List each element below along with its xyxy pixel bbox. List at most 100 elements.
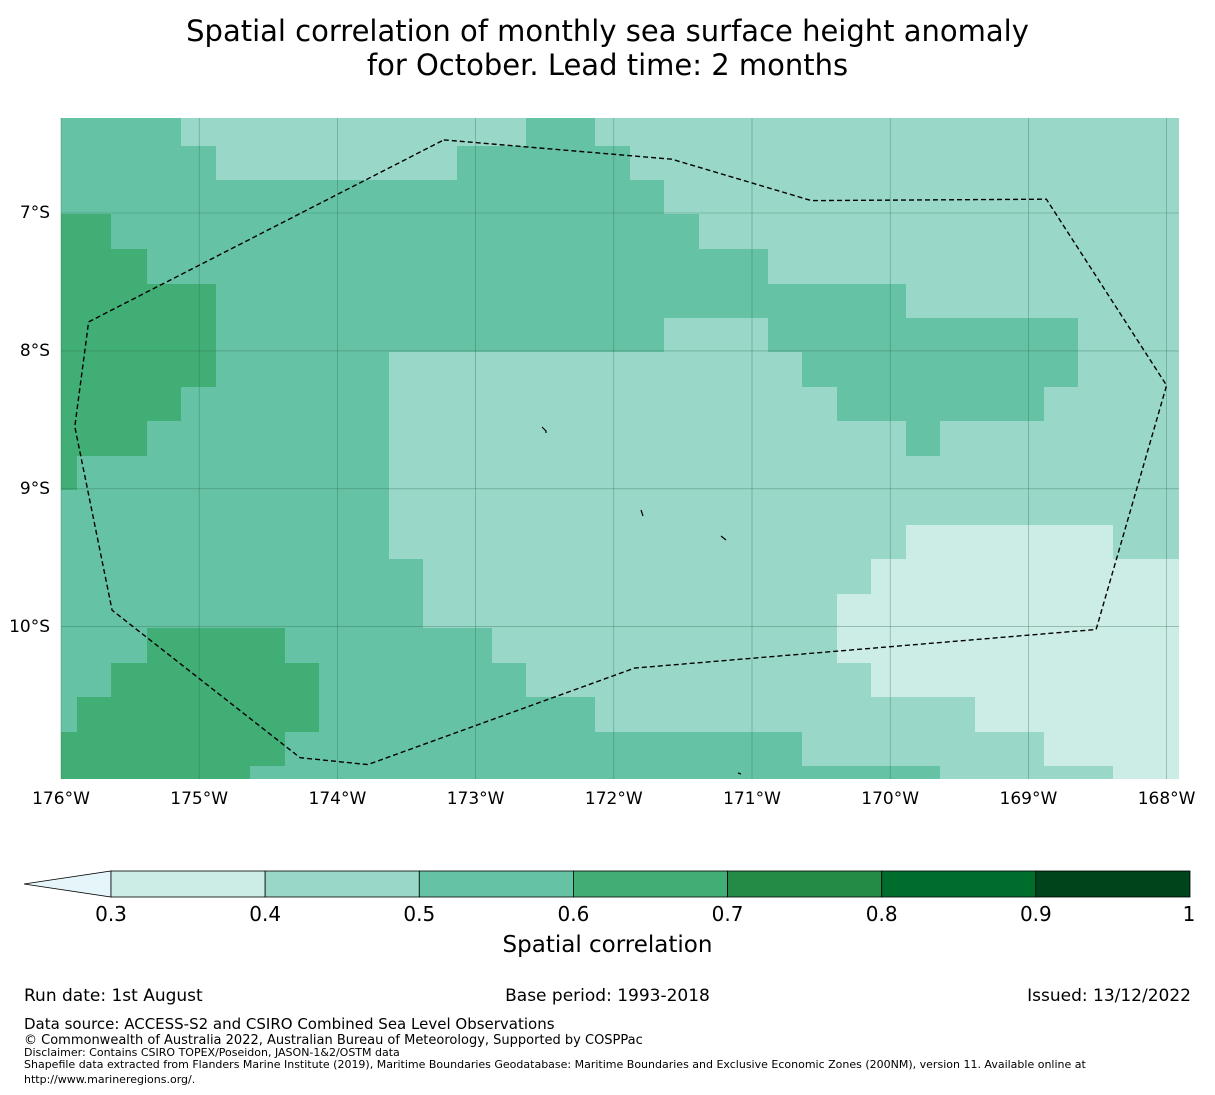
correlation-cell <box>61 456 77 490</box>
correlation-cell <box>389 421 906 456</box>
correlation-cell <box>492 628 837 663</box>
correlation-cell <box>1078 318 1179 352</box>
correlation-cell <box>940 421 1179 456</box>
correlation-cell <box>181 118 526 146</box>
correlation-cell <box>147 628 285 663</box>
correlation-cell <box>940 766 1113 779</box>
y-tick-label: 10°S <box>9 616 50 637</box>
colorbar-tick-label: 0.6 <box>557 902 590 926</box>
correlation-cell <box>61 146 216 180</box>
correlation-cell <box>1044 732 1179 766</box>
colorbar-tick-label: 0.8 <box>865 902 898 926</box>
correlation-cell <box>389 456 1179 490</box>
correlation-cell <box>147 249 768 284</box>
correlation-cell <box>423 594 837 628</box>
correlation-cell <box>1113 766 1179 779</box>
correlation-cell <box>216 318 664 352</box>
data-source: Data source: ACCESS-S2 and CSIRO Combine… <box>24 1015 555 1033</box>
x-tick-label: 174°W <box>308 789 367 809</box>
correlation-cell <box>389 387 837 421</box>
correlation-cell <box>389 352 802 387</box>
colorbar-tick-label: 0.7 <box>711 902 744 926</box>
correlation-cell <box>699 214 1179 249</box>
correlation-cell <box>837 387 1044 421</box>
correlation-cell <box>906 421 940 456</box>
map-title: Spatial correlation of monthly sea surfa… <box>0 14 1215 82</box>
correlation-cell <box>389 490 1179 525</box>
correlation-cell <box>595 697 975 732</box>
correlation-cell <box>526 663 871 697</box>
x-tick-label: 172°W <box>584 789 643 809</box>
eez-boundary-line <box>74 139 1168 766</box>
correlation-cell <box>457 146 630 180</box>
island-outline <box>737 772 742 775</box>
colorbar-tick-label: 1 <box>1182 902 1196 926</box>
correlation-cell <box>423 559 871 594</box>
x-tick-label: 171°W <box>723 789 781 809</box>
correlation-cell <box>61 180 664 214</box>
correlation-cell <box>61 456 389 490</box>
shapefile-credit: Shapefile data extracted from Flanders M… <box>24 1058 1086 1071</box>
correlation-cell <box>61 766 250 779</box>
correlation-cell <box>768 318 1078 352</box>
correlation-cell <box>61 732 285 766</box>
marineregions-url: http://www.marineregions.org/. <box>24 1073 196 1086</box>
correlation-cell <box>1078 352 1179 387</box>
correlation-cell <box>630 146 1179 180</box>
correlation-cell <box>250 766 940 779</box>
x-tick-label: 168°W <box>1137 789 1196 809</box>
correlation-cell <box>111 663 319 697</box>
disclaimer: Disclaimer: Contains CSIRO TOPEX/Poseido… <box>24 1046 400 1059</box>
correlation-cell <box>216 284 906 318</box>
issued-date: Issued: 13/12/2022 <box>1027 986 1191 1006</box>
correlation-cell <box>61 421 147 456</box>
correlation-cell <box>61 284 216 318</box>
colorbar-tick-label: 0.3 <box>95 902 127 926</box>
map-gridlines <box>60 118 1179 779</box>
correlation-cell <box>906 525 1113 559</box>
correlation-cell <box>61 318 216 352</box>
x-tick-label: 176°W <box>32 789 90 809</box>
correlation-cell <box>61 387 181 421</box>
correlation-cell <box>61 559 423 594</box>
correlation-cell <box>595 118 1179 146</box>
y-tick-label: 8°S <box>19 340 50 361</box>
colorbar-tick-label: 0.4 <box>249 902 282 926</box>
correlation-cell <box>975 697 1179 732</box>
correlation-cell <box>906 284 1179 318</box>
map-title-line2: for October. Lead time: 2 months <box>366 48 849 82</box>
correlation-cell <box>389 525 906 559</box>
correlation-cell <box>61 352 216 387</box>
correlation-cell <box>61 249 147 284</box>
correlation-cell <box>61 594 423 628</box>
correlation-cell <box>61 490 389 525</box>
y-tick-label: 7°S <box>19 203 50 223</box>
base-period: Base period: 1993-2018 <box>505 986 710 1006</box>
correlation-cell <box>802 732 1044 766</box>
colorbar-tick-label: 0.9 <box>1019 902 1052 926</box>
correlation-cell <box>77 697 319 732</box>
correlation-cell <box>61 118 181 146</box>
correlation-cell <box>768 249 1179 284</box>
correlation-cell <box>61 525 389 559</box>
island-outline <box>640 509 644 517</box>
correlation-cell <box>802 352 1078 387</box>
correlation-cell <box>1044 387 1179 421</box>
x-tick-label: 170°W <box>861 789 920 809</box>
correlation-cell <box>111 214 699 249</box>
correlation-grid-cells <box>61 118 1179 779</box>
island-outlines <box>541 426 742 775</box>
x-tick-label: 173°W <box>446 789 505 809</box>
correlation-cell <box>837 628 1179 663</box>
x-tick-label: 175°W <box>170 789 229 809</box>
run-date: Run date: 1st August <box>24 986 203 1006</box>
correlation-cell <box>871 559 1179 594</box>
x-tick-label: 169°W <box>999 789 1058 809</box>
island-outline <box>541 426 547 433</box>
colorbar-tick-label: 0.5 <box>403 902 436 926</box>
correlation-cell <box>664 318 768 352</box>
colorbar-label: Spatial correlation <box>502 932 713 958</box>
correlation-cell <box>526 118 595 146</box>
correlation-cell <box>871 663 1179 697</box>
